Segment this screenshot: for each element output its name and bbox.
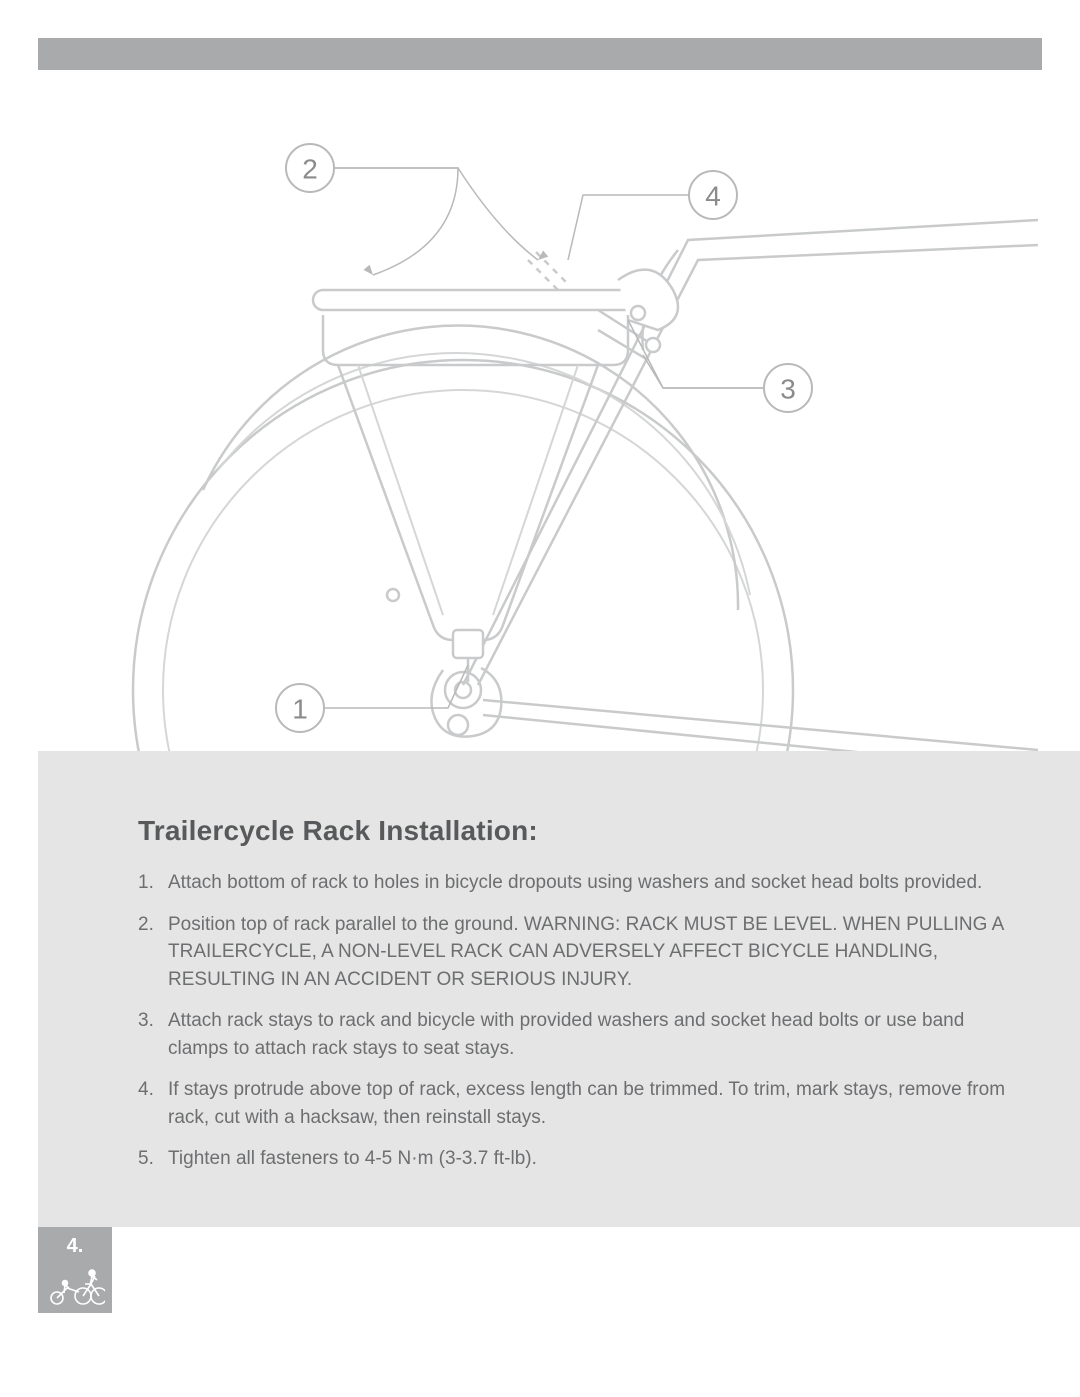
instructions-list: Attach bottom of rack to holes in bicycl… <box>138 869 1020 1173</box>
page-number: 4. <box>67 1235 84 1258</box>
instructions-panel: Trailercycle Rack Installation: Attach b… <box>38 751 1080 1227</box>
callout-3-label: 3 <box>780 374 796 405</box>
instruction-step: Position top of rack parallel to the gro… <box>138 911 1020 994</box>
callout-1-label: 1 <box>292 694 308 725</box>
header-bar <box>38 38 1042 70</box>
callout-4-label: 4 <box>705 181 721 212</box>
callout-2-label: 2 <box>302 154 318 185</box>
trailercycle-icon <box>45 1266 105 1306</box>
instruction-step: Attach bottom of rack to holes in bicycl… <box>138 869 1020 897</box>
diagram-svg: 1 2 3 4 <box>38 110 1038 810</box>
instructions-title: Trailercycle Rack Installation: <box>138 815 1020 847</box>
instruction-step: If stays protrude above top of rack, exc… <box>138 1076 1020 1131</box>
installation-diagram: 1 2 3 4 <box>38 110 1042 810</box>
page-number-tab: 4. <box>38 1227 112 1313</box>
instruction-step: Tighten all fasteners to 4-5 N·m (3-3.7 … <box>138 1145 1020 1173</box>
instruction-step: Attach rack stays to rack and bicycle wi… <box>138 1007 1020 1062</box>
